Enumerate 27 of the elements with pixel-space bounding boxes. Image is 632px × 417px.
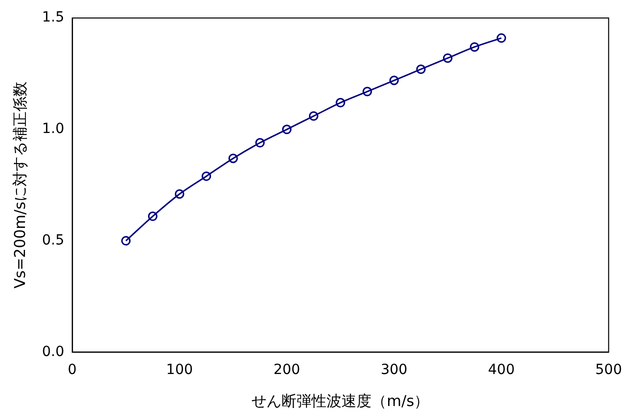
point bbox=[470, 42, 480, 52]
x-axis-title: せん断弾性波速度（m/s） bbox=[252, 392, 430, 410]
point bbox=[362, 86, 372, 96]
point bbox=[496, 33, 506, 43]
point bbox=[416, 64, 426, 74]
point bbox=[121, 236, 131, 246]
point bbox=[308, 111, 318, 121]
x-tick-label: 400 bbox=[488, 362, 515, 378]
point bbox=[228, 154, 238, 164]
x-tick-label: 300 bbox=[380, 362, 408, 378]
point bbox=[336, 98, 346, 108]
y-tick-label: 0.5 bbox=[42, 232, 64, 248]
point bbox=[282, 124, 292, 134]
y-tick-label: 1.5 bbox=[42, 10, 64, 26]
x-tick-label: 100 bbox=[166, 362, 193, 378]
point bbox=[148, 212, 158, 222]
x-tick-label: 0 bbox=[68, 362, 77, 378]
y-tick-label: 0.0 bbox=[42, 344, 64, 360]
x-tick-label: 500 bbox=[595, 362, 622, 378]
point bbox=[442, 53, 452, 63]
point bbox=[255, 138, 265, 148]
y-axis-title: Vs=200m/sに対する補正係数 bbox=[10, 82, 29, 288]
x-tick-label: 200 bbox=[273, 362, 300, 378]
point bbox=[389, 76, 399, 86]
y-tick-label: 1.0 bbox=[42, 121, 64, 138]
point bbox=[174, 189, 184, 199]
point bbox=[202, 171, 212, 181]
